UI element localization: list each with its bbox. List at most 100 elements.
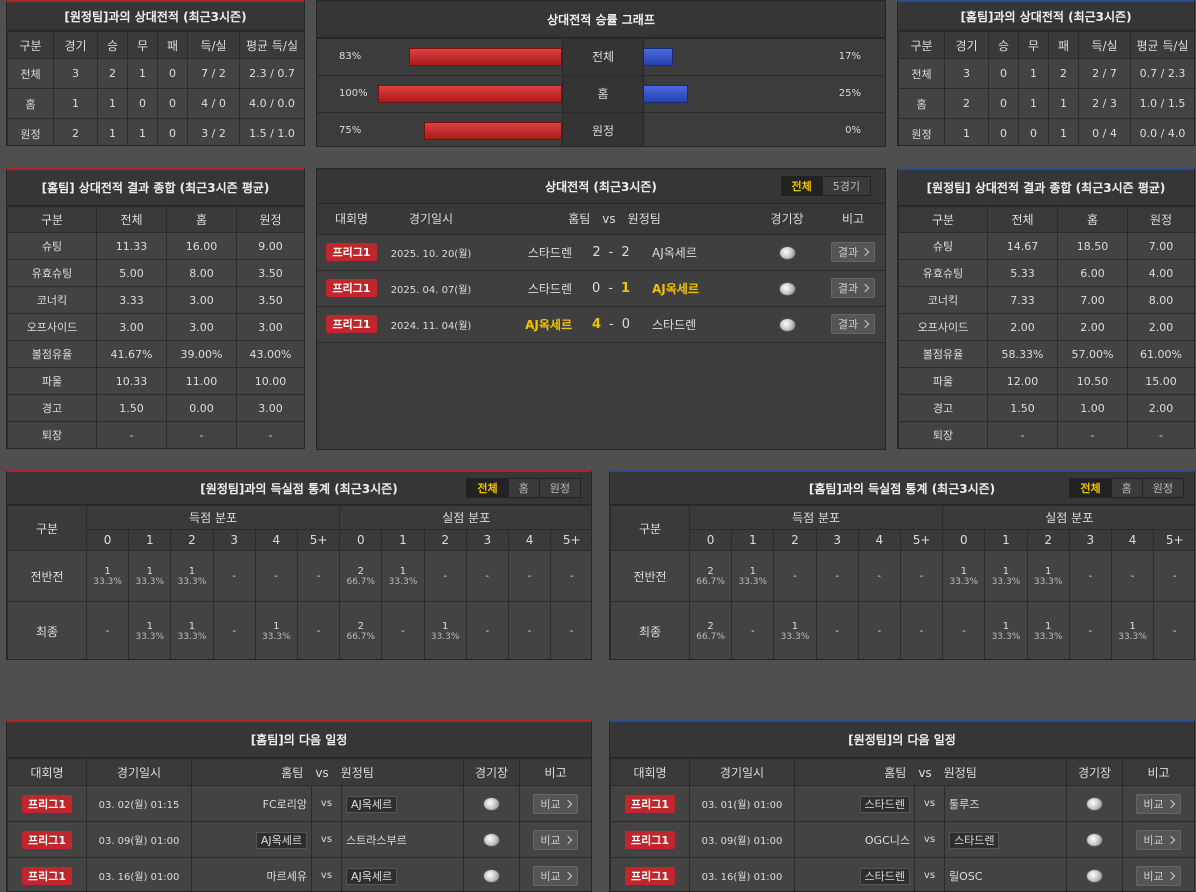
action-button[interactable]: 비교 [533, 829, 578, 850]
league-cell: 프리그1 [610, 785, 690, 822]
panel-title: [원정팀]과의 상대전적 (최근3시즌) [64, 9, 247, 24]
goal-cell: - [857, 601, 901, 659]
goal-percent: 66.7% [346, 632, 376, 642]
action-button[interactable]: 결과 [830, 314, 876, 334]
league-badge: 프리그1 [624, 866, 675, 885]
goal-percent: 33.3% [991, 576, 1021, 587]
header-cell: 구분 [7, 505, 87, 551]
data-row: 전체 3 0 1 2 2 / 7 0.7 / 2.3 [898, 58, 1194, 89]
stadium-cell [463, 821, 521, 858]
data-row: 코너킥 7.33 7.00 8.00 [898, 286, 1194, 314]
league-badge: 프리그1 [326, 315, 377, 333]
home-cell: FC로리앙 [191, 785, 312, 822]
tab-group: 전체 홈 원정 [466, 478, 581, 498]
column-header: 5+ [550, 529, 591, 551]
home-team: 스타드렌 [859, 795, 910, 813]
column-header: 5+ [296, 529, 341, 551]
header-cell: 무 [1018, 31, 1049, 59]
action-button[interactable]: 비교 [1136, 793, 1181, 814]
cell: 파울 [898, 367, 988, 395]
header-row: 구분 경기 승 무 패 득/실 평균 득/실 [7, 31, 304, 59]
league-badge: 프리그1 [624, 794, 675, 813]
cell: 2.00 [987, 313, 1058, 341]
stadium-cell [1066, 785, 1124, 822]
goal-count: - [1130, 570, 1135, 582]
chevron-icon [860, 283, 870, 293]
goal-count: 1 [1044, 621, 1052, 632]
tab[interactable]: 홈 [507, 479, 539, 497]
button-label: 비교 [1143, 833, 1164, 847]
data-table: 구분 전체 홈 원정 슈팅 11.33 16.00 9.00 유효슈팅 5.00 8.00 3.50 코… [7, 206, 304, 448]
cell: - [1127, 421, 1194, 448]
home-team: 스타드렌 [859, 867, 910, 885]
action-button[interactable]: 비교 [1136, 829, 1181, 850]
column-header: 1 [381, 529, 425, 551]
tab[interactable]: 원정 [1141, 479, 1183, 497]
header-cell: 득/실 [187, 31, 240, 59]
tab[interactable]: 홈 [1110, 479, 1142, 497]
header-cell: 구분 [610, 505, 690, 551]
goal-cell: 1 33.3% [942, 550, 986, 602]
cell: 경고 [7, 394, 97, 422]
goal-count: 2 [707, 565, 714, 577]
cell: 슈팅 [7, 232, 97, 260]
action-button[interactable]: 결과 [830, 242, 876, 262]
cell: 1 [97, 88, 128, 119]
panel-title: [원정팀]과의 득실점 통계 (최근3시즌) [200, 481, 398, 496]
tab[interactable]: 전체 [467, 479, 508, 497]
column-header: 3 [212, 529, 256, 551]
schedule-row: 프리그1 03. 09(월) 01:00 OGC니스 vs 스타드렌 비교 [610, 821, 1194, 858]
stadium-icon [1087, 798, 1103, 810]
data-row: 전체 3 2 1 0 7 / 2 2.3 / 0.7 [7, 58, 304, 89]
header-cell: 경기일시 [689, 758, 795, 786]
header-vs: vs [918, 765, 932, 780]
tab[interactable]: 원정 [538, 479, 580, 497]
row-label: 최종 [610, 601, 690, 659]
tab[interactable]: 전체 [781, 177, 822, 195]
cell: 39.00% [166, 340, 237, 368]
goal-count: - [485, 570, 490, 582]
data-row: 파울 12.00 10.50 15.00 [898, 367, 1194, 395]
cell: 유효슈팅 [7, 259, 97, 287]
home-rate-bar [378, 85, 562, 103]
action-button[interactable]: 비교 [1136, 865, 1181, 886]
goal-percent: 33.3% [430, 632, 460, 642]
goal-count: 1 [146, 565, 153, 577]
goal-cell: 1 33.3% [170, 550, 214, 602]
tab[interactable]: 전체 [1070, 479, 1111, 497]
home-team: FC로리앙 [262, 797, 307, 811]
column-header: 2 [773, 529, 817, 551]
goal-cell: - [296, 550, 341, 602]
goal-count: - [1088, 626, 1093, 637]
group-row: 구분 득점 분포 실점 분포 [7, 505, 591, 551]
goal-percent: 33.3% [262, 632, 291, 642]
cell: 퇴장 [898, 421, 988, 448]
goal-percent: 33.3% [177, 632, 207, 642]
goal-cell: 1 33.3% [773, 601, 817, 659]
column-header: 1 [984, 529, 1028, 551]
cell: 0.0 / 4.0 [1130, 118, 1194, 145]
cell: 3 [944, 58, 989, 89]
score-cell: 0-1 [576, 269, 646, 307]
cell: 10.33 [96, 367, 167, 395]
goal-count: - [835, 570, 839, 582]
cell: 0 [1018, 118, 1049, 145]
cell: 2 [944, 88, 989, 119]
cell: 1.50 [987, 394, 1058, 422]
header-away: 원정팀 [943, 765, 977, 780]
column-header: 1 [731, 529, 775, 551]
action-button[interactable]: 비교 [533, 865, 578, 886]
stadium-icon [1087, 870, 1103, 882]
goal-percent: 33.3% [1033, 576, 1063, 587]
cell: 3.00 [166, 286, 237, 314]
action-button[interactable]: 비교 [533, 793, 578, 814]
tab[interactable]: 5경기 [821, 177, 870, 195]
goal-cell: - [1153, 550, 1194, 602]
goal-cell: - [550, 601, 591, 659]
cell: 오프사이드 [898, 313, 988, 341]
action-button[interactable]: 결과 [830, 278, 876, 298]
goal-cell: 2 66.7% [339, 601, 383, 659]
header-cell: 구분 [898, 31, 945, 59]
goal-percent: 33.3% [177, 576, 207, 587]
